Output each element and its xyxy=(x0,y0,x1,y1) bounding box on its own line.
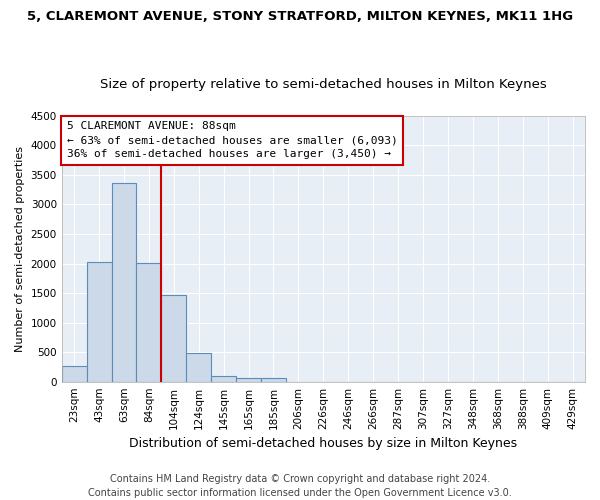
Bar xyxy=(236,378,261,382)
Y-axis label: Number of semi-detached properties: Number of semi-detached properties xyxy=(15,146,25,352)
Bar xyxy=(62,366,86,382)
Text: 5, CLAREMONT AVENUE, STONY STRATFORD, MILTON KEYNES, MK11 1HG: 5, CLAREMONT AVENUE, STONY STRATFORD, MI… xyxy=(27,10,573,23)
Bar xyxy=(211,376,236,382)
Title: Size of property relative to semi-detached houses in Milton Keynes: Size of property relative to semi-detach… xyxy=(100,78,547,91)
Bar xyxy=(161,296,186,382)
X-axis label: Distribution of semi-detached houses by size in Milton Keynes: Distribution of semi-detached houses by … xyxy=(129,437,517,450)
Bar xyxy=(112,183,136,382)
Text: Contains HM Land Registry data © Crown copyright and database right 2024.
Contai: Contains HM Land Registry data © Crown c… xyxy=(88,474,512,498)
Bar xyxy=(261,378,286,382)
Bar xyxy=(186,352,211,382)
Text: 5 CLAREMONT AVENUE: 88sqm
← 63% of semi-detached houses are smaller (6,093)
36% : 5 CLAREMONT AVENUE: 88sqm ← 63% of semi-… xyxy=(67,121,398,159)
Bar xyxy=(136,263,161,382)
Bar xyxy=(86,262,112,382)
